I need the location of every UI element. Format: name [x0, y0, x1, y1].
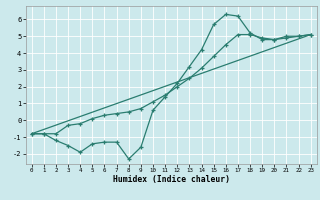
X-axis label: Humidex (Indice chaleur): Humidex (Indice chaleur) [113, 175, 230, 184]
